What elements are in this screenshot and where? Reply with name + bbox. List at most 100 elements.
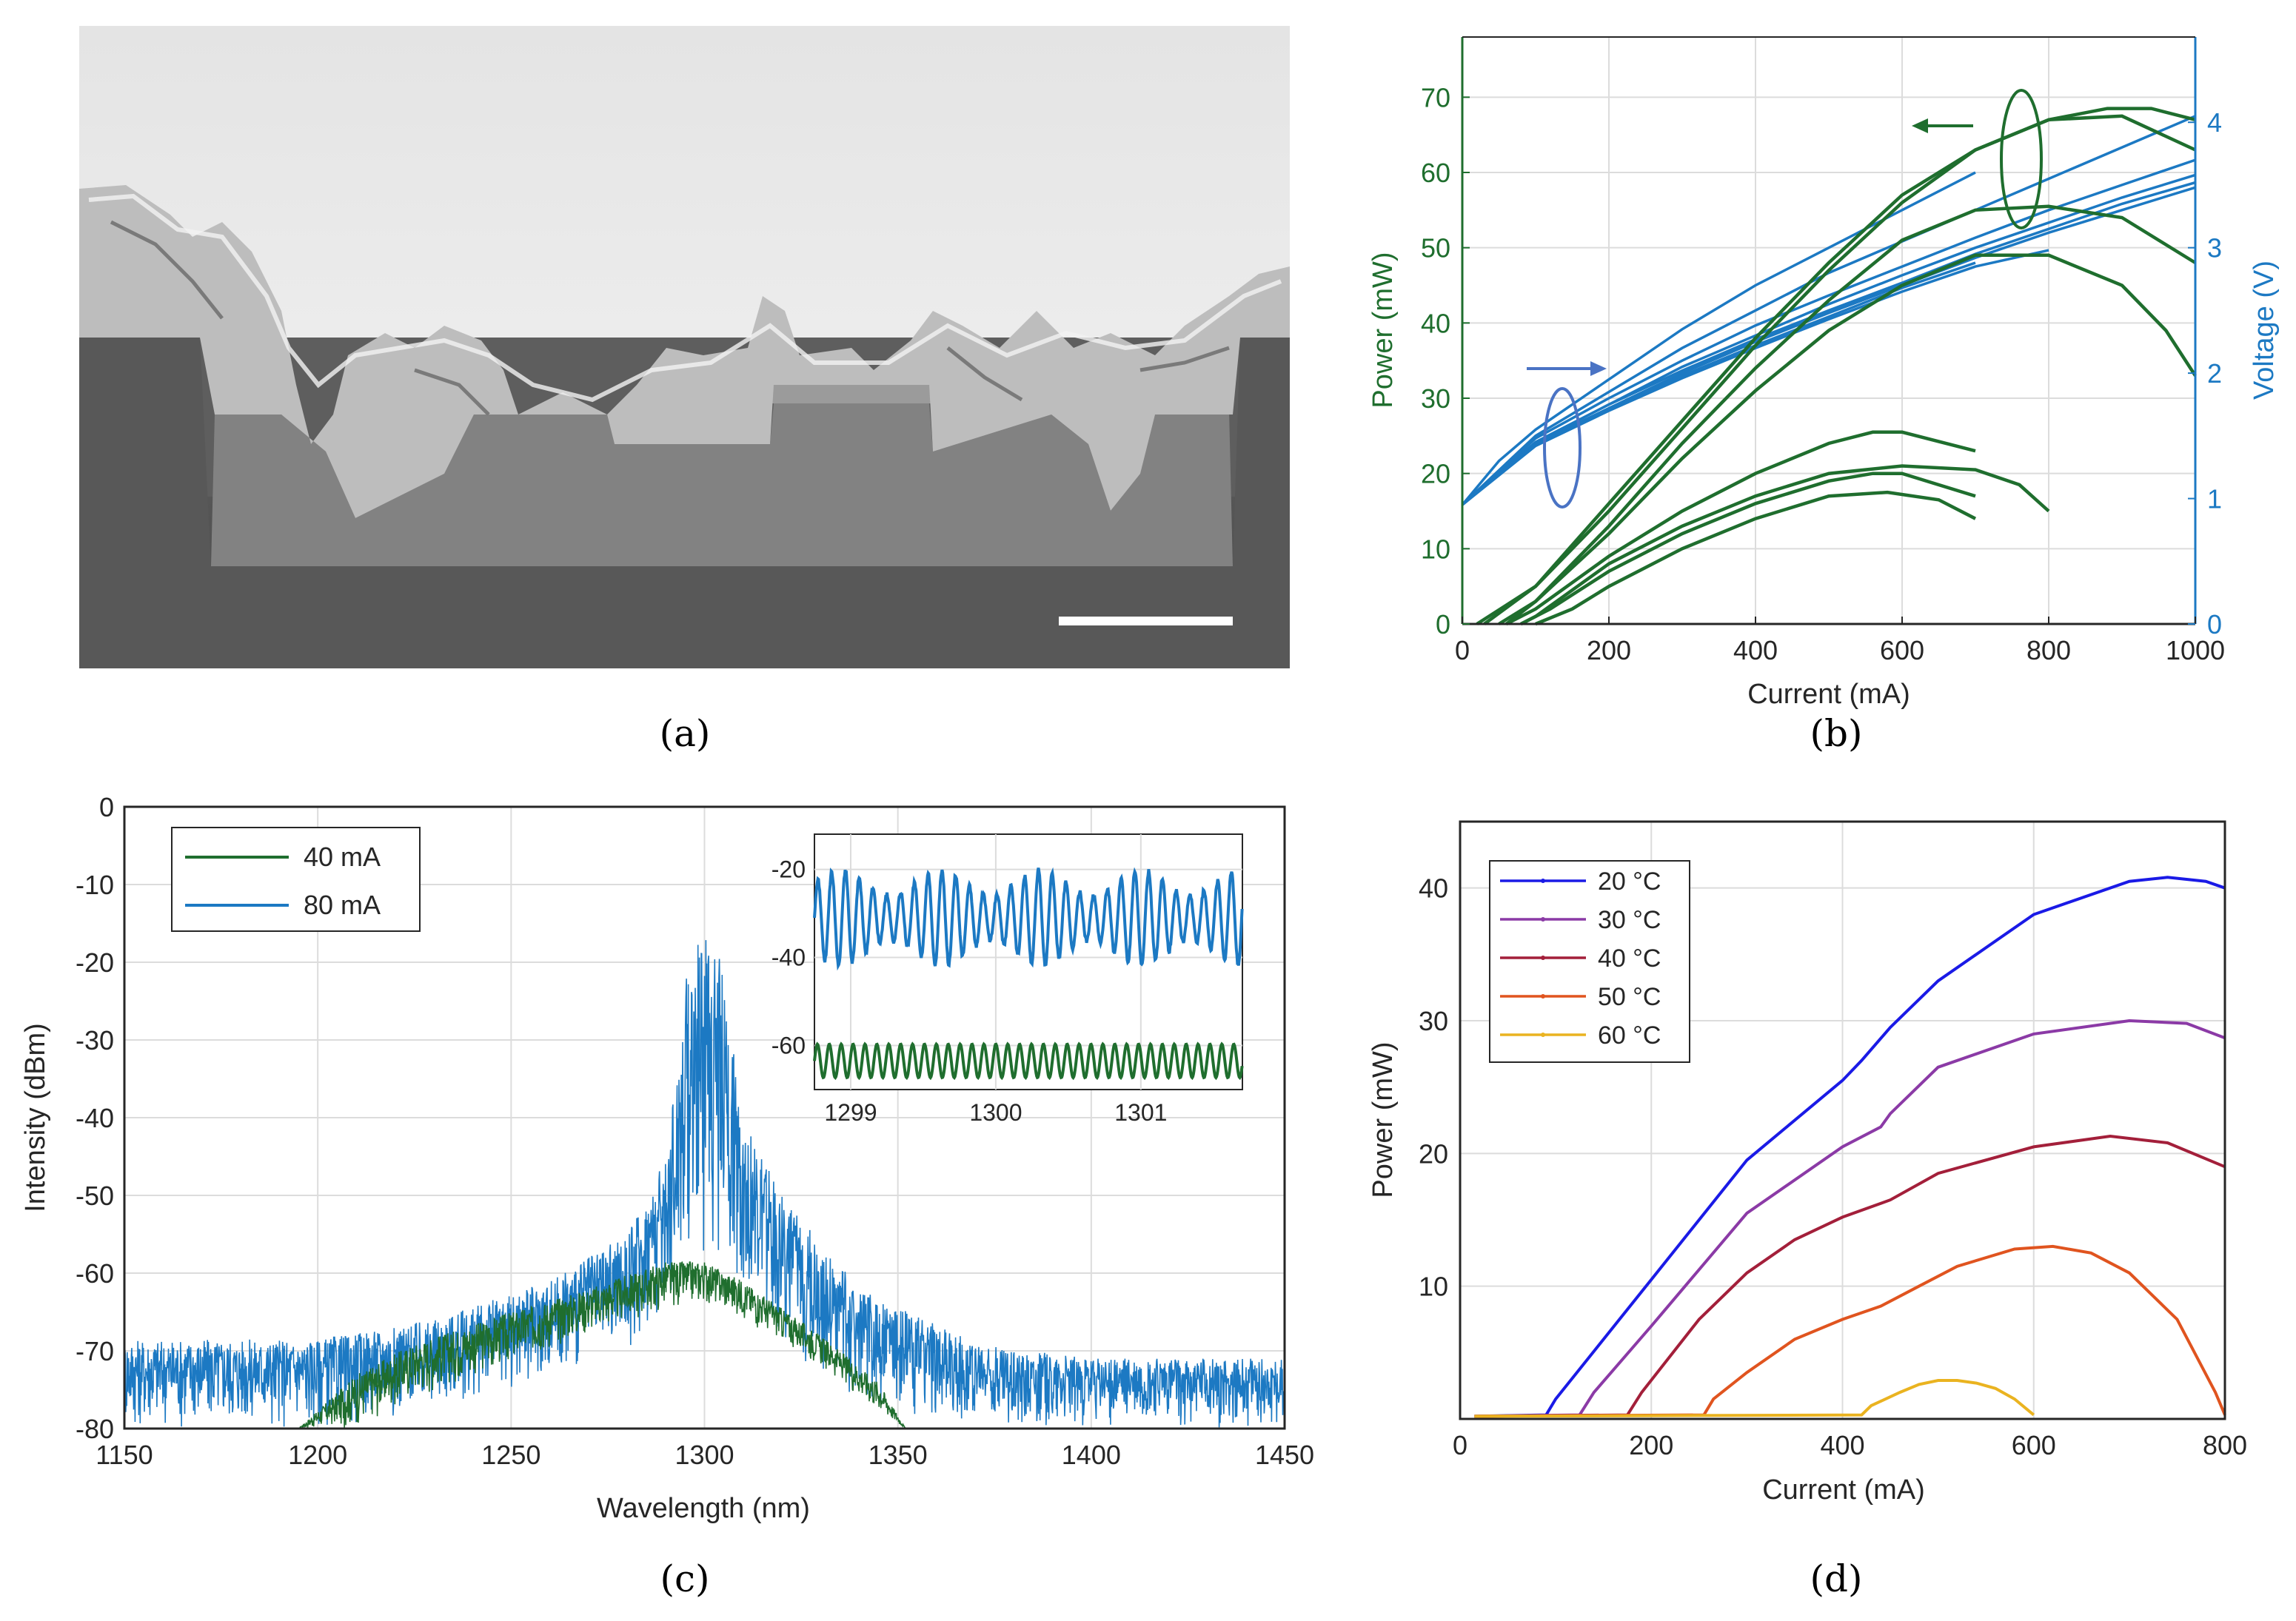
caption-c: (c) xyxy=(660,1557,709,1600)
power-curve-5 xyxy=(1505,430,1976,626)
inset-tick-label-x: 1300 xyxy=(969,1099,1022,1126)
panel-c-tick-label-y: -50 xyxy=(76,1181,114,1211)
sem-texture-lines xyxy=(110,220,1230,416)
panel-d-tick-label-y: 20 xyxy=(1419,1138,1448,1169)
power-curve-6 xyxy=(1520,464,2050,626)
power-curve-4 xyxy=(1505,253,2197,625)
legend-marker-3 xyxy=(1541,956,1545,960)
panel-d-chart: 0 200 400 600 800 10 20 30 40 Current (mA) Power… xyxy=(1368,820,2247,1506)
panel-b-tick-label-y2: 1 xyxy=(2207,484,2222,514)
panel-b-tick-label-x: 800 xyxy=(2026,635,2071,665)
panel-b-tick-label-x: 0 xyxy=(1455,635,1470,665)
panel-b-tick-label-y: 50 xyxy=(1421,233,1450,264)
legend-label-80ma: 80 mA xyxy=(304,890,381,920)
inset-curve-80ma xyxy=(813,867,1244,971)
panel-c-tick-label-y: -20 xyxy=(76,947,114,978)
panel-b-tick-label-y: 60 xyxy=(1421,158,1450,188)
panel-c-series xyxy=(124,940,1285,1429)
scale-bar xyxy=(1059,617,1233,625)
panel-b-tick-label-y: 0 xyxy=(1436,609,1450,640)
panel-b-y-label: Power (mW) xyxy=(1368,252,1399,408)
panel-c-tick-label-x: 1300 xyxy=(675,1440,734,1470)
panel-c-tick-label-y: -60 xyxy=(76,1258,114,1289)
temperature-curve-3 xyxy=(1474,1134,2226,1418)
inset-tick-label-y: -40 xyxy=(772,944,806,971)
panel-c-tick-label-x: 1250 xyxy=(481,1440,540,1470)
spectrum-80ma xyxy=(124,940,1285,1428)
voltage-curve-8 xyxy=(1461,249,2049,506)
inset-tick-label-y: -60 xyxy=(772,1033,806,1059)
panel-d-tick-label-x: 600 xyxy=(2012,1430,2056,1460)
caption-d: (d) xyxy=(1810,1557,1862,1600)
legend-marker-2 xyxy=(1541,917,1545,922)
panel-d-tick-label-x: 200 xyxy=(1629,1430,1673,1460)
panel-d-tick-label-y: 10 xyxy=(1419,1272,1448,1302)
voltage-curves-ellipse xyxy=(1543,387,1582,509)
panel-d-tick-label-x: 400 xyxy=(1820,1430,1864,1460)
legend-label-5: 60 °C xyxy=(1598,1021,1661,1050)
panel-b-annotations xyxy=(1527,89,2043,509)
inset-tick-label-x: 1299 xyxy=(824,1099,877,1126)
panel-c-tick-label-y: -80 xyxy=(76,1414,114,1444)
sem-ridge xyxy=(770,385,933,403)
panel-c-tick-label-x: 1200 xyxy=(288,1440,347,1470)
inset-tick-label-y: -20 xyxy=(772,856,806,883)
panel-c-y-label: Intensity (dBm) xyxy=(20,1023,51,1212)
panel-c-tick-label-y: -10 xyxy=(76,870,114,900)
panel-c-tick-label-x: 1150 xyxy=(96,1440,153,1470)
panel-c-chart: 1150 1200 1250 1300 1350 1400 1450 0 -10 -20 -30 -4… xyxy=(20,792,1314,1524)
panel-c-tick-label-x: 1350 xyxy=(868,1440,928,1470)
inset-curve-40ma xyxy=(813,1041,1244,1081)
inset-frame xyxy=(814,833,1243,1090)
power-curves-ellipse xyxy=(2000,89,2043,229)
legend-label-4: 50 °C xyxy=(1598,983,1661,1011)
power-curve-3 xyxy=(1498,204,2197,625)
panel-c-tick-label-y: 0 xyxy=(99,792,114,822)
power-curve-1 xyxy=(1476,107,2196,625)
panel-b-tick-label-x: 400 xyxy=(1733,635,1778,665)
panel-d-frame xyxy=(1459,820,2226,1420)
sem-edge-highlight xyxy=(88,193,1282,403)
sem-substrate xyxy=(79,338,1290,668)
panel-d-x-label: Current (mA) xyxy=(1762,1474,1925,1506)
voltage-curve-3 xyxy=(1461,158,2196,506)
power-curve-8 xyxy=(1535,490,1977,626)
panel-b-tick-label-y: 70 xyxy=(1421,82,1450,113)
power-curve-2 xyxy=(1483,114,2196,625)
panel-d-tick-label-y: 40 xyxy=(1419,873,1448,904)
panel-d-legend: 20 °C 30 °C 40 °C 50 °C 60 °C xyxy=(1489,860,1690,1063)
panel-b-x-label: Current (mA) xyxy=(1747,679,1910,710)
legend-marker-1 xyxy=(1541,879,1545,883)
panel-c-legend-box xyxy=(171,827,421,932)
panel-b-tick-label-x: 200 xyxy=(1587,635,1631,665)
panel-d-tick-label-y: 30 xyxy=(1419,1006,1448,1036)
power-curve-7 xyxy=(1520,471,1976,626)
panel-b-series xyxy=(1461,107,2197,626)
panel-c-tick-label-y: -70 xyxy=(76,1336,114,1366)
panel-b-tick-label-y2: 2 xyxy=(2207,358,2222,389)
inset-ticks: 1299 1300 1301 -20 -40 -60 xyxy=(772,856,1168,1126)
legend-marker-5 xyxy=(1541,1033,1545,1037)
panel-b-tick-label-x: 1000 xyxy=(2166,635,2225,665)
temperature-curve-5 xyxy=(1474,1379,2035,1418)
panel-b-tick-label-y: 10 xyxy=(1421,534,1450,564)
panel-c-tick-label-x: 1400 xyxy=(1062,1440,1121,1470)
temperature-curve-4 xyxy=(1474,1244,2226,1418)
inset-series xyxy=(813,867,1244,1081)
legend-label-40ma: 40 mA xyxy=(304,842,381,872)
panel-c-legend: 40 mA 80 mA xyxy=(171,827,421,932)
power-axis-arrow-head xyxy=(1912,118,1928,133)
panel-d-legend-box xyxy=(1489,860,1690,1063)
voltage-curve-1 xyxy=(1461,171,1976,506)
panel-d-tick-label-x: 0 xyxy=(1453,1430,1467,1460)
panel-d-series xyxy=(1474,876,2226,1418)
legend-label-3: 40 °C xyxy=(1598,944,1661,973)
panel-c-x-label: Wavelength (nm) xyxy=(597,1493,810,1524)
panel-b-tick-label-y: 20 xyxy=(1421,459,1450,489)
legend-label-1: 20 °C xyxy=(1598,867,1661,896)
caption-a: (a) xyxy=(660,712,711,755)
panel-d-grid xyxy=(1459,822,2226,1419)
